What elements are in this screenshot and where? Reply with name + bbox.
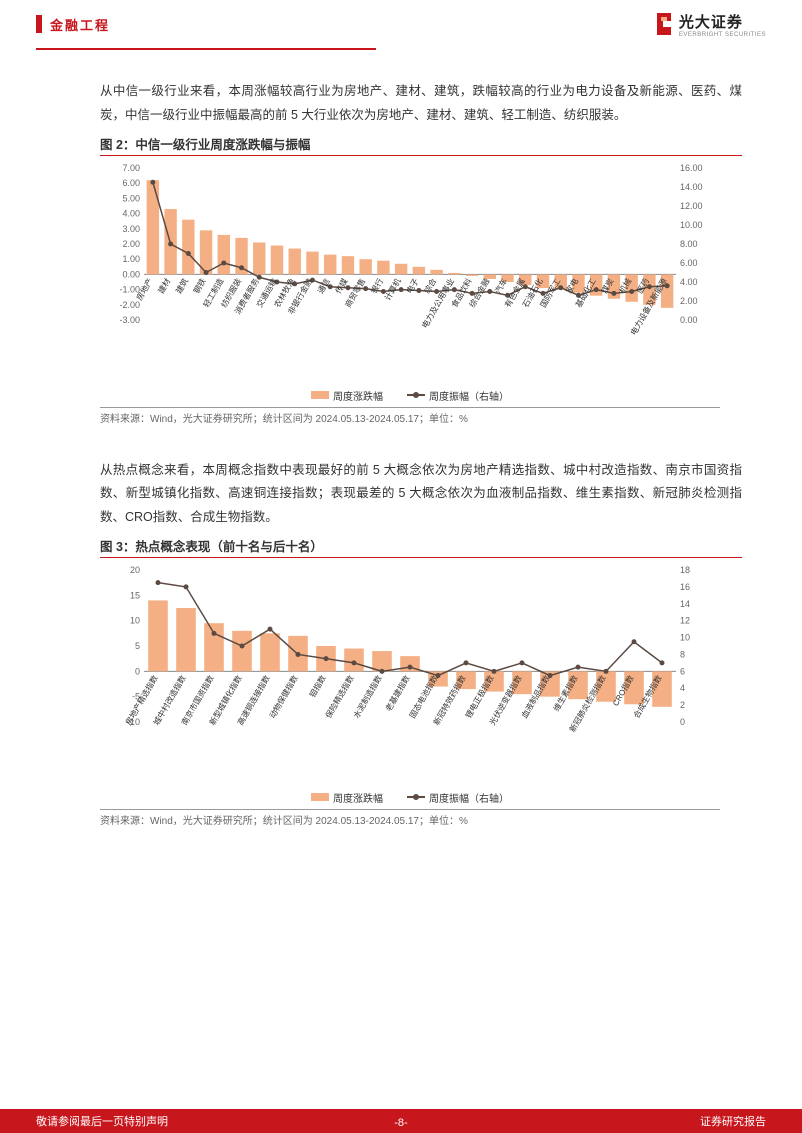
svg-text:钢铁: 钢铁: [191, 276, 208, 295]
page-footer: 敬请参阅最后一页特别声明 -8- 证券研究报告: [0, 1109, 802, 1133]
svg-text:20: 20: [130, 565, 140, 575]
svg-text:4: 4: [680, 683, 685, 693]
figure-3-title: 图 3：热点概念表现（前十名与后十名）: [100, 536, 742, 555]
figure-3-title-rule: [100, 557, 742, 558]
svg-text:水泥制造指数: 水泥制造指数: [351, 673, 384, 720]
brand-logo-icon: [653, 11, 675, 37]
brand-logo-subtext: EVERBRIGHT SECURITIES: [679, 32, 766, 38]
svg-text:-2.00: -2.00: [119, 299, 140, 309]
brand-logo: 光大证券 EVERBRIGHT SECURITIES: [653, 11, 766, 38]
figure-2-svg: -3.00-2.00-1.000.001.002.003.004.005.006…: [100, 160, 720, 390]
svg-text:老基建指数: 老基建指数: [383, 673, 412, 713]
svg-text:14.00: 14.00: [680, 182, 703, 192]
footer-left: 敬请参阅最后一页特别声明: [36, 1113, 168, 1129]
svg-text:建筑: 建筑: [173, 276, 190, 295]
svg-text:动物保健指数: 动物保健指数: [267, 673, 300, 720]
brand-logo-text-wrap: 光大证券 EVERBRIGHT SECURITIES: [679, 11, 766, 38]
figure-2-title: 图 2：中信一级行业周度涨跌幅与振幅: [100, 134, 742, 153]
svg-text:10: 10: [130, 615, 140, 625]
svg-text:14: 14: [680, 599, 690, 609]
footer-page-number: -8-: [394, 1117, 407, 1129]
svg-text:7.00: 7.00: [122, 163, 140, 173]
swatch-line-icon: [407, 394, 425, 396]
svg-text:6.00: 6.00: [680, 258, 698, 268]
svg-text:2.00: 2.00: [680, 296, 698, 306]
svg-text:2: 2: [680, 700, 685, 710]
svg-text:-3.00: -3.00: [119, 315, 140, 325]
page-content: 从中信一级行业来看，本周涨幅较高行业为房地产、建材、建筑，跌幅较高的行业为电力设…: [0, 50, 802, 827]
svg-text:8: 8: [680, 649, 685, 659]
figure-2-chart: -3.00-2.00-1.000.001.002.003.004.005.006…: [100, 160, 720, 390]
swatch-bar-icon: [311, 391, 329, 399]
figure-3-chart: -10-505101520024681012141618房地产精选指数城中村改造…: [100, 562, 720, 792]
svg-text:0: 0: [135, 666, 140, 676]
svg-text:6: 6: [680, 666, 685, 676]
figure-2-title-rule: [100, 155, 742, 156]
page-header: 金融工程 光大证券 EVERBRIGHT SECURITIES: [0, 0, 802, 48]
svg-text:0: 0: [680, 717, 685, 727]
svg-text:10: 10: [680, 632, 690, 642]
swatch-line-icon-2: [407, 796, 425, 798]
svg-text:8.00: 8.00: [680, 239, 698, 249]
header-accent-block: [36, 15, 42, 33]
svg-text:5.00: 5.00: [122, 193, 140, 203]
svg-text:固态电池指数: 固态电池指数: [407, 673, 440, 720]
svg-text:0.00: 0.00: [122, 269, 140, 279]
swatch-bar-icon-2: [311, 793, 329, 801]
figure-3-source: 资料来源：Wind，光大证券研究所；统计区间为 2024.05.13-2024.…: [100, 809, 720, 827]
figure-3-svg: -10-505101520024681012141618房地产精选指数城中村改造…: [100, 562, 720, 792]
figure-2-source: 资料来源：Wind，光大证券研究所；统计区间为 2024.05.13-2024.…: [100, 407, 720, 425]
paragraph-2: 从热点概念来看，本周概念指数中表现最好的前 5 大概念依次为房地产精选指数、城中…: [100, 459, 742, 530]
svg-text:16.00: 16.00: [680, 163, 703, 173]
svg-text:4.00: 4.00: [122, 208, 140, 218]
header-category-wrap: 金融工程: [36, 15, 110, 34]
svg-text:保险精选指数: 保险精选指数: [323, 673, 356, 720]
svg-text:18: 18: [680, 565, 690, 575]
svg-text:15: 15: [130, 590, 140, 600]
svg-text:16: 16: [680, 582, 690, 592]
svg-text:4.00: 4.00: [680, 277, 698, 287]
svg-text:12: 12: [680, 615, 690, 625]
svg-text:6.00: 6.00: [122, 178, 140, 188]
header-category: 金融工程: [50, 15, 110, 34]
svg-text:钼指数: 钼指数: [307, 673, 328, 699]
svg-text:建材: 建材: [156, 276, 173, 295]
paragraph-1: 从中信一级行业来看，本周涨幅较高行业为房地产、建材、建筑，跌幅较高的行业为电力设…: [100, 80, 742, 128]
svg-text:10.00: 10.00: [680, 220, 703, 230]
svg-text:2.00: 2.00: [122, 239, 140, 249]
svg-text:0.00: 0.00: [680, 315, 698, 325]
svg-text:5: 5: [135, 641, 140, 651]
brand-logo-text: 光大证券: [679, 11, 766, 32]
svg-text:3.00: 3.00: [122, 223, 140, 233]
svg-text:1.00: 1.00: [122, 254, 140, 264]
footer-right: 证券研究报告: [700, 1113, 766, 1129]
svg-text:12.00: 12.00: [680, 201, 703, 211]
